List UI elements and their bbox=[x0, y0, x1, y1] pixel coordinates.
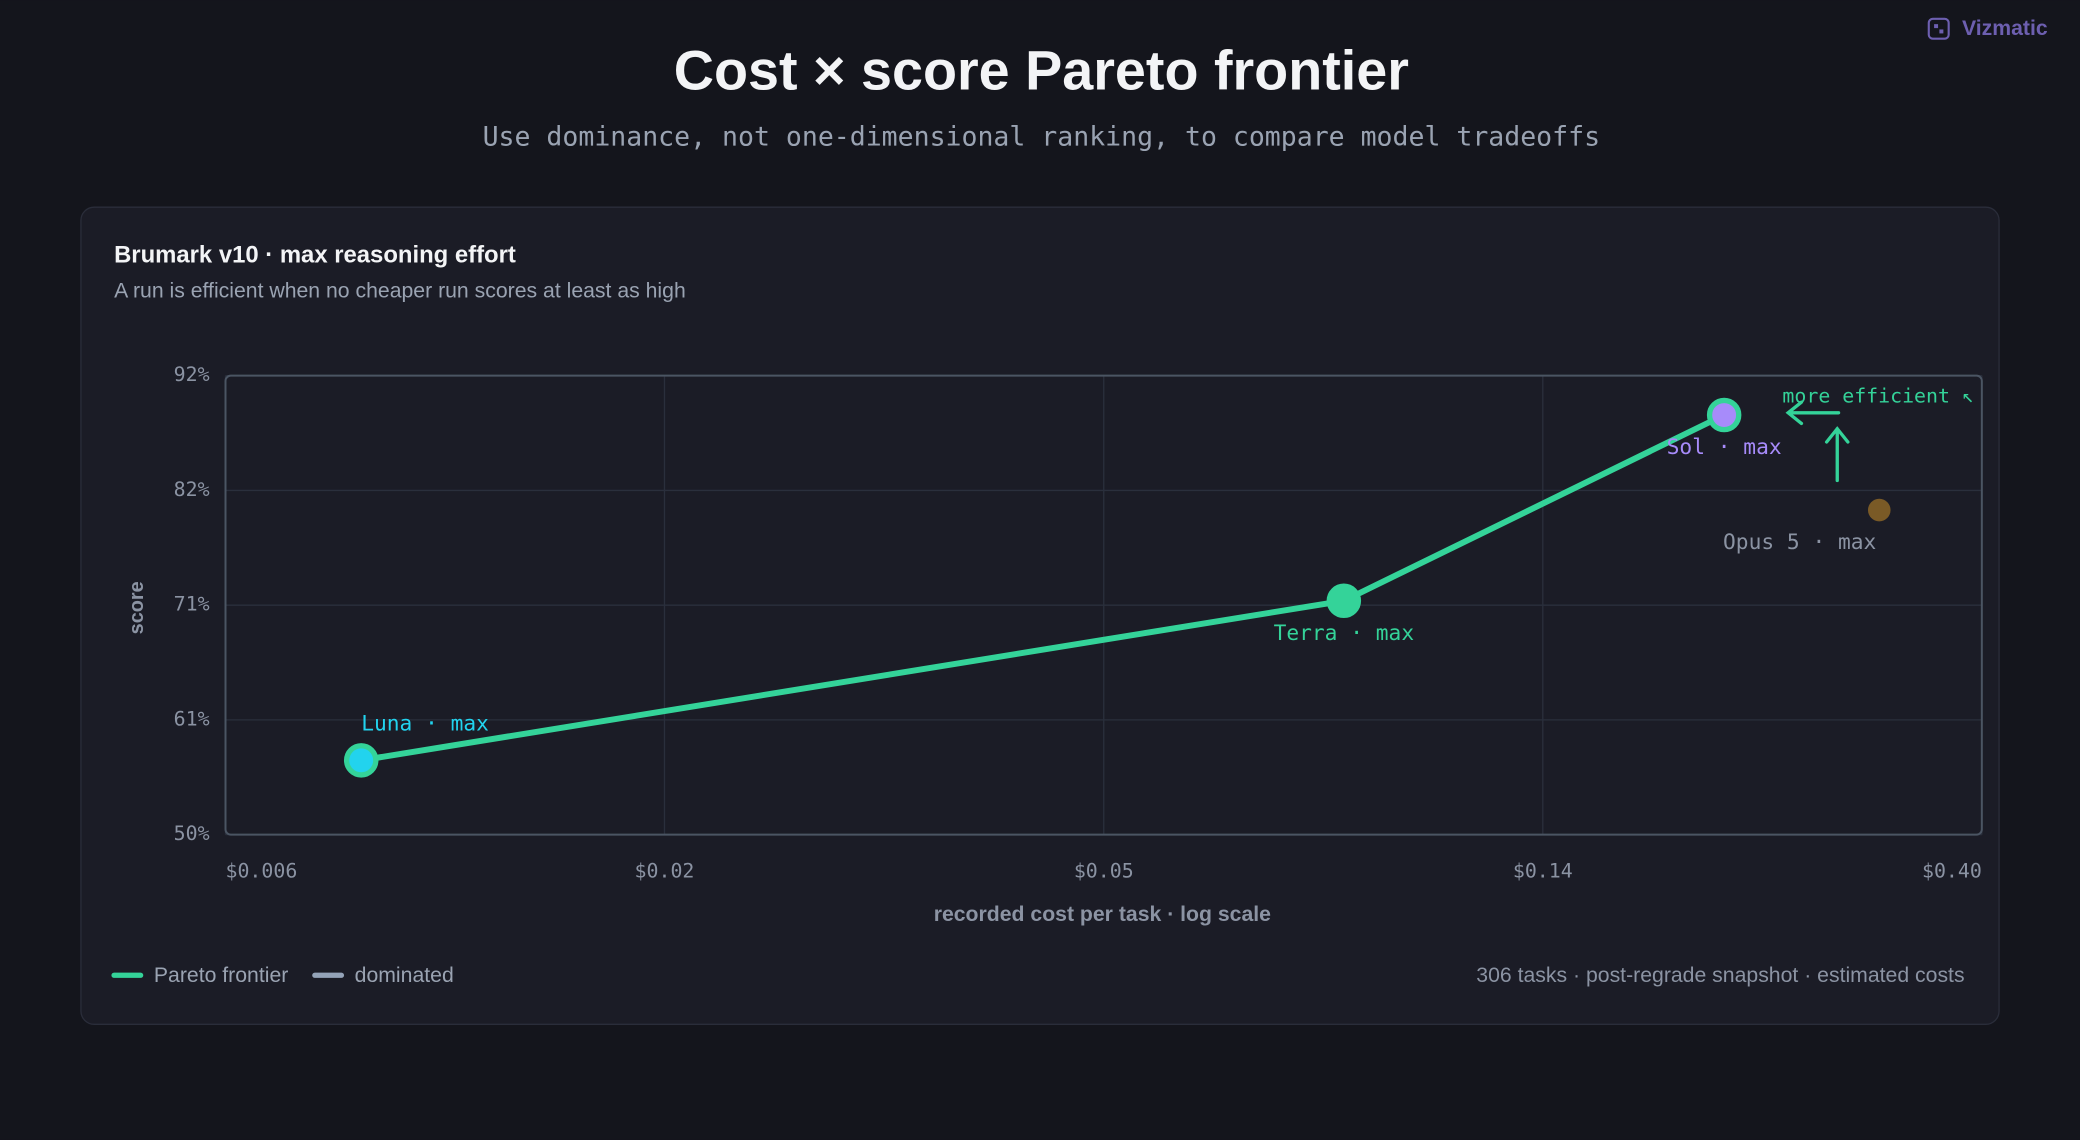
plot-frame bbox=[224, 374, 1983, 836]
efficiency-arrows bbox=[1785, 400, 1850, 483]
panel-subtitle: A run is efficient when no cheaper run s… bbox=[114, 280, 686, 303]
x-tick-label: $0.05 bbox=[1074, 859, 1134, 882]
point-label: Opus 5 · max bbox=[1723, 530, 1876, 555]
legend-label: dominated bbox=[355, 964, 454, 987]
x-tick-label: $0.006 bbox=[226, 859, 298, 882]
legend-label: Pareto frontier bbox=[154, 964, 288, 987]
x-tick-label: $0.14 bbox=[1513, 859, 1573, 882]
y-tick-label: 82% bbox=[174, 478, 210, 501]
point bbox=[1326, 583, 1362, 619]
y-tick-label: 50% bbox=[174, 822, 210, 845]
chart-title: Cost × score Pareto frontier bbox=[674, 39, 1409, 101]
x-tick-label: $0.40 bbox=[1922, 859, 1982, 882]
plot: 50% 61% 71% 82% 92% $0.006 $0.02 $0.05 $0.14 $0.4… bbox=[111, 363, 1983, 987]
point-label: Luna · max bbox=[361, 712, 489, 737]
point-label: Terra · max bbox=[1274, 621, 1415, 646]
brand-logo bbox=[1927, 17, 1950, 40]
footnote: 306 tasks · post-regrade snapshot · esti… bbox=[1476, 964, 1964, 987]
x-tick-label: $0.02 bbox=[635, 859, 695, 882]
y-tick-label: 92% bbox=[174, 363, 210, 386]
y-tick-label: 71% bbox=[174, 593, 210, 616]
brand: Vizmatic bbox=[1962, 17, 2048, 40]
point bbox=[1706, 397, 1742, 433]
point-label: Sol · max bbox=[1667, 435, 1782, 460]
point bbox=[343, 743, 379, 778]
panel-title: Brumark v10 · max reasoning effort bbox=[114, 242, 516, 269]
y-tick-label: 61% bbox=[174, 707, 210, 730]
point bbox=[1867, 498, 1891, 522]
x-axis-label: recorded cost per task · log scale bbox=[934, 903, 1271, 926]
annotation: more efficient ↖ bbox=[1782, 384, 1973, 407]
card bbox=[80, 206, 2000, 1025]
chart-subtitle: Use dominance, not one-dimensional ranki… bbox=[483, 122, 1600, 153]
y-axis-label: score bbox=[126, 581, 148, 634]
